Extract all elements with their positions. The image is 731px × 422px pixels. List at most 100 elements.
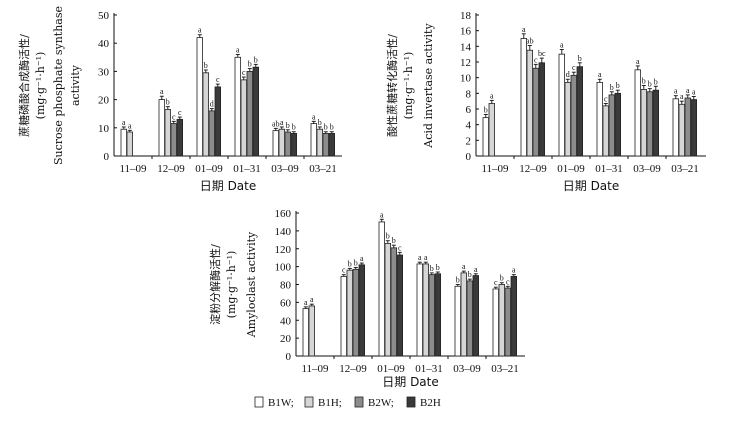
significance-label: b — [436, 263, 440, 272]
y-tick-label: 60 — [280, 297, 292, 309]
legend-swatch-b2w — [354, 396, 364, 408]
bar-b2h — [652, 89, 659, 157]
legend-label-b1w: B1W; — [268, 397, 294, 409]
significance-label: b — [324, 123, 328, 132]
significance-label: b — [286, 121, 290, 130]
bar-b2h — [434, 273, 441, 357]
significance-label: c — [506, 277, 510, 286]
y-tick-label: 160 — [275, 208, 292, 220]
y-axis-title-line: 蔗糖磷酸合成酶活性/ — [17, 34, 31, 137]
bar-b2h — [538, 62, 545, 157]
y-tick-label: 14 — [460, 41, 472, 53]
x-axis-title: 日期 Date — [200, 179, 257, 193]
bar-b1h — [240, 79, 247, 157]
significance-label: c — [604, 95, 608, 104]
panel-acid-invertase: 0 2 4 6 8 10 12 14 16 18 11–09 12–09 01–09 01–31 03–09… — [385, 10, 706, 193]
significance-label: b — [500, 274, 504, 283]
significance-label: ab — [272, 119, 280, 128]
y-tick-label: 12 — [460, 57, 471, 69]
y-axis-title-line: Amyloclast activity — [245, 231, 258, 338]
significance-label: c — [494, 278, 498, 287]
bar-b1h — [602, 105, 609, 157]
y-axis-title-line: 淀粉分解酶活性/ — [208, 244, 222, 325]
y-tick-label: 40 — [98, 38, 110, 50]
significance-label: b — [248, 60, 252, 69]
significance-label: b — [386, 232, 390, 241]
significance-label: a — [304, 298, 308, 307]
bar-b1w — [520, 38, 527, 157]
bar-b1w — [672, 98, 679, 157]
y-tick-label: 10 — [98, 123, 110, 135]
significance-label: c — [342, 266, 346, 275]
bar-b1h — [202, 72, 209, 157]
bar-b1h — [564, 81, 571, 157]
significance-label: b — [354, 259, 358, 268]
bar-b1h — [678, 103, 685, 157]
bar-b2h — [328, 133, 335, 157]
significance-label: b — [578, 54, 582, 63]
significance-label: b — [204, 61, 208, 70]
significance-label: b — [392, 236, 396, 245]
x-axis-title: 日期 Date — [382, 375, 439, 389]
bar-b2w — [352, 268, 359, 357]
bar-b2w — [246, 71, 253, 157]
bar-b1w — [272, 130, 279, 157]
panel-sucrose-phosphate-synthase: 0 10 20 30 40 50 11–09 12–09 01–09 01–31 03–09 03–2… — [17, 6, 342, 193]
significance-label: b — [468, 270, 472, 279]
y-tick-label: 10 — [460, 73, 472, 85]
significance-label: c — [572, 63, 576, 72]
significance-label: b — [654, 77, 658, 86]
x-tick-label: 01–09 — [377, 363, 405, 375]
significance-label: a — [598, 70, 602, 79]
significance-label: b — [456, 276, 460, 285]
legend-label-b2h: B2H — [420, 397, 441, 409]
y-tick-label: 20 — [98, 95, 110, 107]
bar-b1h — [422, 263, 429, 357]
bar-b2w — [646, 91, 653, 157]
x-tick-label: 03–21 — [671, 163, 699, 175]
significance-label: d — [210, 100, 214, 109]
bar-b2h — [290, 133, 297, 157]
significance-label: a — [560, 40, 564, 49]
significance-label: a — [128, 121, 132, 130]
significance-label: a — [522, 25, 526, 34]
y-tick-label: 80 — [280, 280, 292, 292]
y-axis-title-line: Sucrose phosphate synthase — [52, 6, 65, 165]
significance-label: c — [534, 55, 538, 64]
bar-b2h — [614, 92, 621, 157]
significance-label: b — [430, 264, 434, 273]
legend-swatch-b2h — [406, 396, 416, 408]
bar-b1w — [158, 99, 165, 157]
y-axis-title-line: Acid invertase activity — [422, 23, 435, 149]
bar-b1h — [164, 109, 171, 157]
bar-b1h — [498, 284, 505, 357]
significance-label: b — [254, 55, 258, 64]
y-tick-label: 6 — [466, 104, 472, 116]
y-axis-title-line: (mg·g⁻¹·h⁻¹) — [402, 52, 415, 120]
significance-label: a — [380, 210, 384, 219]
bar-b2h — [214, 86, 221, 157]
bar-b2w — [208, 110, 215, 157]
bar-b1w — [482, 117, 489, 157]
y-tick-label: 20 — [280, 333, 292, 345]
bar-b1w — [596, 81, 603, 157]
legend-label-b2w: B2W; — [368, 397, 394, 409]
x-tick-label: 03–21 — [491, 363, 519, 375]
significance-label: b — [642, 77, 646, 86]
significance-label: a — [360, 254, 364, 263]
x-tick-label: 01–31 — [415, 363, 443, 375]
bar-b1w — [234, 56, 241, 157]
y-axis-title-line: 酸性蔗糖转化酶活性/ — [385, 34, 399, 137]
bar-b1w — [492, 288, 499, 357]
significance-label: a — [280, 118, 284, 127]
bar-b1h — [384, 242, 391, 357]
bar-b2w — [466, 280, 473, 357]
y-tick-label: 8 — [466, 88, 472, 100]
significance-label: a — [692, 87, 696, 96]
bar-b1w — [302, 308, 309, 357]
significance-label: a — [122, 118, 126, 127]
significance-label: b — [166, 98, 170, 107]
bar-b2w — [428, 274, 435, 357]
x-tick-label: 01–09 — [195, 163, 223, 175]
bar-b2h — [358, 264, 365, 357]
